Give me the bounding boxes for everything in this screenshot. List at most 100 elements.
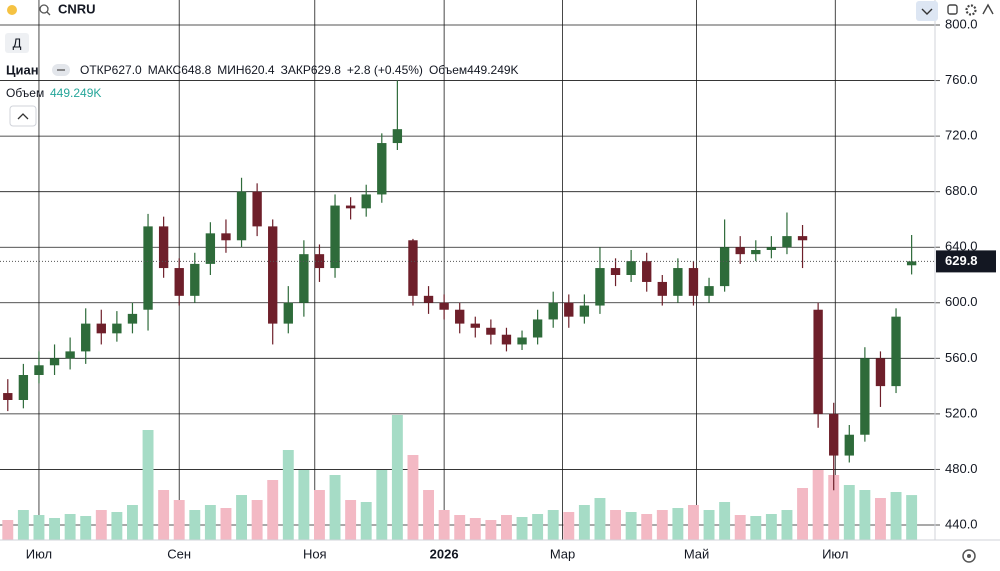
candle-body — [392, 129, 403, 144]
legend-value: 620.4 — [245, 63, 275, 77]
volume-bar — [127, 505, 138, 540]
volume-bar — [360, 502, 372, 540]
volume-bar — [610, 510, 621, 540]
legend-value: 629.8 — [311, 63, 341, 77]
candle-body — [579, 305, 590, 317]
volume-bar — [329, 475, 341, 540]
volume-bar — [2, 520, 14, 540]
legend-value: 648.8 — [181, 63, 211, 77]
volume-bar — [298, 470, 310, 540]
y-tick-label: 720.0 — [945, 128, 978, 143]
legend-label: ОТКР — [80, 63, 112, 77]
volume-bar — [236, 495, 247, 540]
candle-body — [642, 261, 652, 282]
candle-body — [408, 240, 418, 296]
scale-settings-icon — [967, 554, 971, 558]
dropdown[interactable] — [916, 1, 938, 21]
legend-label: МИН — [217, 63, 244, 77]
volume-bar — [469, 518, 481, 540]
volume-bar — [625, 512, 637, 540]
candle-body — [844, 434, 854, 456]
volume-bar — [95, 510, 107, 540]
expand-icon — [17, 113, 29, 120]
candle-body — [626, 261, 636, 275]
candle-body — [595, 268, 605, 306]
last-price-box — [936, 250, 996, 273]
candle-body — [81, 323, 91, 352]
volume-bar — [220, 508, 232, 540]
candle-body — [221, 233, 231, 241]
candle-body — [455, 309, 465, 324]
volume-bar — [672, 508, 684, 540]
x-tick-label: Ноя — [303, 546, 327, 561]
candle-body — [112, 323, 122, 334]
volume-bar — [17, 510, 29, 540]
volume-bar — [345, 500, 357, 540]
volume-bar — [158, 490, 170, 540]
candle-body — [501, 334, 512, 345]
volume-bar — [750, 516, 762, 540]
volume-bar — [719, 502, 731, 540]
candle-body — [829, 413, 839, 456]
candle-body — [782, 236, 792, 248]
candle-body — [439, 302, 449, 310]
legend-label: ЗАКР — [281, 63, 311, 77]
volume-bar — [376, 470, 388, 540]
candle-body — [719, 247, 730, 287]
volume-value: 449.249K — [50, 86, 101, 100]
candle-body — [657, 281, 667, 296]
x-tick-label: Мар — [550, 546, 575, 561]
volume-bar — [594, 498, 606, 540]
volume-bar — [656, 510, 668, 540]
search-icon[interactable] — [39, 4, 49, 14]
y-tick-label: 640.0 — [945, 239, 978, 254]
volume-bar — [267, 480, 279, 540]
x-tick-label: Июл — [822, 546, 848, 561]
volume-bar — [49, 518, 60, 540]
search-icon — [46, 11, 51, 16]
volume-bar — [173, 500, 185, 540]
window-icon[interactable] — [947, 4, 958, 15]
volume-bar — [734, 515, 746, 540]
candle-body — [875, 358, 886, 387]
candle-body — [673, 268, 683, 296]
candle-body — [345, 205, 356, 209]
volume-bar — [563, 512, 575, 540]
candle-body — [704, 286, 714, 296]
volume-bar — [438, 510, 450, 540]
candle-body — [564, 302, 574, 317]
symbol[interactable]: CNRU — [58, 1, 96, 16]
candle-body — [688, 268, 699, 296]
volume-bar — [641, 514, 653, 540]
y-tick-label: 800.0 — [945, 16, 978, 31]
volume-bar — [142, 430, 154, 540]
indicator-icon[interactable] — [982, 3, 994, 15]
volume-bar — [688, 505, 699, 540]
interval: Д — [13, 35, 22, 50]
volume-bar — [80, 516, 92, 540]
chart-title: Циан — [6, 62, 39, 77]
candle-body — [797, 236, 808, 241]
candle-body — [143, 226, 153, 310]
candle-body — [190, 263, 200, 296]
candle-body — [532, 319, 543, 338]
candle-body — [423, 295, 434, 303]
candle-body — [548, 302, 558, 320]
candle-body — [252, 191, 262, 227]
plot: 440.0 480.0 520.0 560.0 600.0 640.0 680.0 720.0… — [0, 0, 996, 561]
interval-button[interactable] — [5, 33, 29, 53]
scale-settings-icon[interactable] — [962, 549, 976, 563]
y-tick-label: 560.0 — [945, 350, 978, 365]
candle-body — [127, 313, 138, 324]
candle-body — [361, 194, 371, 209]
candle-body — [314, 254, 325, 269]
legend-value: 449.249K — [467, 63, 518, 77]
expand-button[interactable] — [9, 105, 37, 127]
settings-icon[interactable] — [965, 4, 977, 16]
volume-bar — [314, 490, 325, 540]
x-tick-label: Май — [684, 546, 709, 561]
volume-label: Объем — [6, 86, 44, 100]
candle-body — [268, 226, 278, 324]
candle-body — [205, 233, 216, 264]
volume-bar — [391, 415, 403, 540]
